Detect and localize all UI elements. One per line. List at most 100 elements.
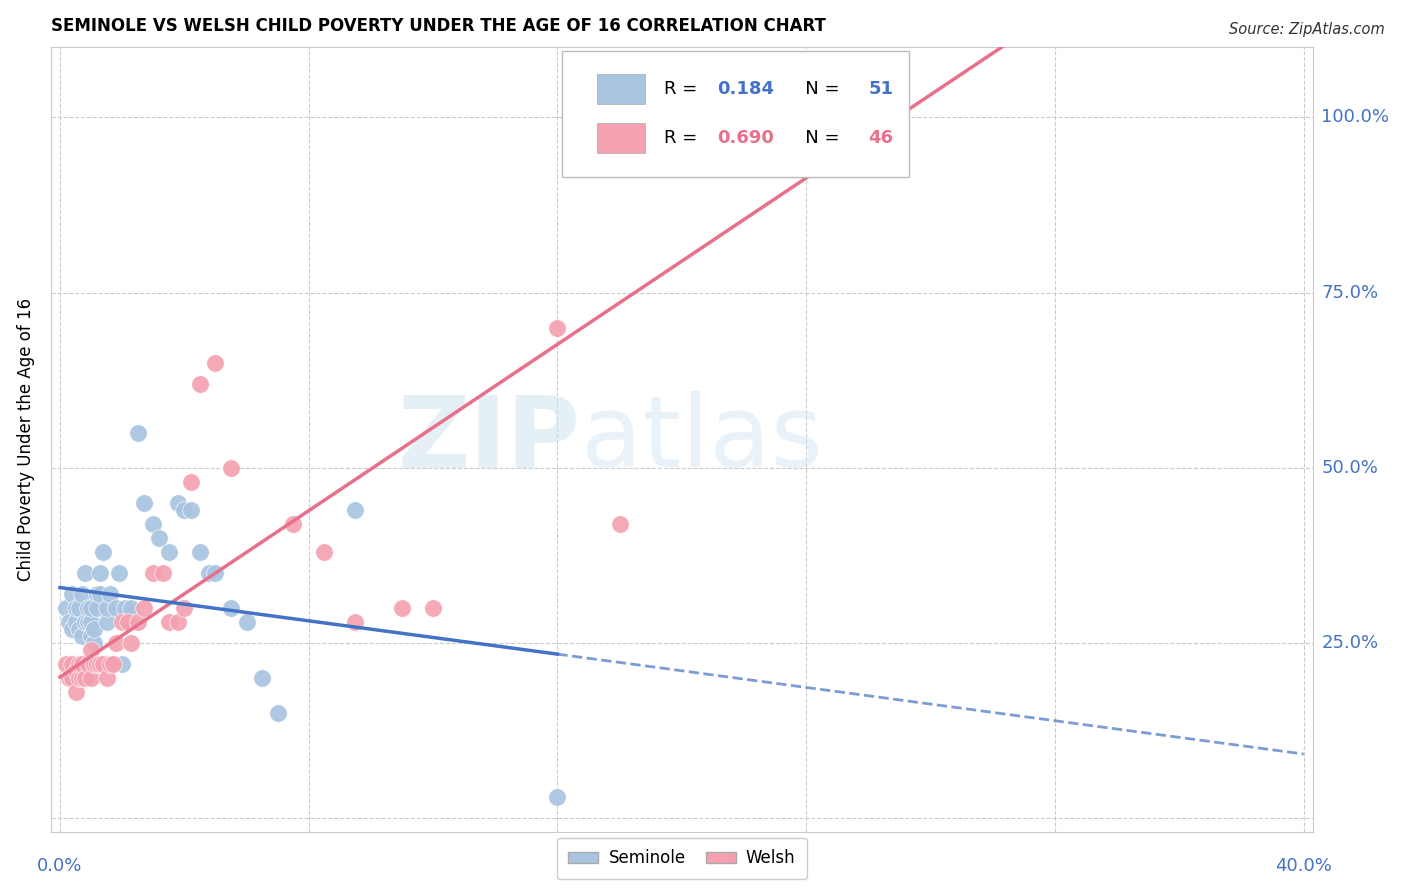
Point xyxy=(96,615,118,629)
Point xyxy=(80,629,103,643)
Text: 0.0%: 0.0% xyxy=(38,857,83,875)
Point xyxy=(89,587,111,601)
Point xyxy=(73,671,96,685)
Point xyxy=(98,587,121,601)
Point xyxy=(198,566,221,580)
Point xyxy=(157,545,180,559)
Text: 40.0%: 40.0% xyxy=(1275,857,1331,875)
Point xyxy=(98,657,121,672)
Point xyxy=(132,601,155,615)
Point xyxy=(70,629,93,643)
Point xyxy=(157,615,180,629)
Point xyxy=(152,566,174,580)
Point xyxy=(65,615,87,629)
Point xyxy=(96,601,118,615)
Text: atlas: atlas xyxy=(581,392,823,488)
Point xyxy=(104,601,127,615)
Point xyxy=(77,615,100,629)
Point xyxy=(80,615,103,629)
Point xyxy=(127,425,149,440)
Point xyxy=(180,503,202,517)
Point xyxy=(250,671,273,685)
Point xyxy=(121,601,143,615)
Text: 46: 46 xyxy=(869,128,894,146)
Point xyxy=(55,601,77,615)
Point xyxy=(77,657,100,672)
Point xyxy=(86,601,108,615)
Point xyxy=(127,615,149,629)
Point xyxy=(58,615,80,629)
Point xyxy=(219,461,242,475)
Legend: Seminole, Welsh: Seminole, Welsh xyxy=(557,838,807,879)
Point xyxy=(422,601,444,615)
Point xyxy=(77,601,100,615)
Point xyxy=(101,657,124,672)
Point xyxy=(344,503,367,517)
Point xyxy=(111,615,134,629)
Point xyxy=(104,636,127,650)
Point xyxy=(108,566,131,580)
Point xyxy=(111,657,134,672)
Point xyxy=(65,685,87,699)
Text: 0.184: 0.184 xyxy=(717,80,775,98)
Text: 0.690: 0.690 xyxy=(717,128,775,146)
Text: N =: N = xyxy=(787,80,845,98)
Point xyxy=(73,615,96,629)
Point xyxy=(167,496,190,510)
Point xyxy=(188,545,211,559)
Point xyxy=(344,615,367,629)
Point xyxy=(67,671,90,685)
Point xyxy=(83,622,105,636)
Point xyxy=(80,671,103,685)
Point xyxy=(188,376,211,391)
Point xyxy=(655,111,678,125)
Point xyxy=(148,531,170,545)
Point xyxy=(60,587,83,601)
Point xyxy=(55,657,77,672)
Text: 75.0%: 75.0% xyxy=(1322,284,1378,301)
Text: SEMINOLE VS WELSH CHILD POVERTY UNDER THE AGE OF 16 CORRELATION CHART: SEMINOLE VS WELSH CHILD POVERTY UNDER TH… xyxy=(51,17,825,35)
Point xyxy=(60,671,83,685)
Text: N =: N = xyxy=(787,128,845,146)
Text: Source: ZipAtlas.com: Source: ZipAtlas.com xyxy=(1229,22,1385,37)
Point xyxy=(132,496,155,510)
Point xyxy=(60,657,83,672)
Point xyxy=(142,566,165,580)
Point xyxy=(180,475,202,489)
Point xyxy=(609,516,631,531)
FancyBboxPatch shape xyxy=(598,74,645,103)
Point xyxy=(546,790,568,805)
Point xyxy=(733,111,755,125)
Point xyxy=(89,657,111,672)
Point xyxy=(89,566,111,580)
Point xyxy=(93,545,115,559)
Text: 51: 51 xyxy=(869,80,894,98)
Point xyxy=(67,601,90,615)
Point xyxy=(80,601,103,615)
Text: R =: R = xyxy=(664,128,703,146)
Point xyxy=(794,111,817,125)
Point xyxy=(58,671,80,685)
Point xyxy=(266,706,288,721)
FancyBboxPatch shape xyxy=(562,51,910,177)
Point xyxy=(117,615,139,629)
Point xyxy=(93,657,115,672)
Point xyxy=(101,657,124,672)
Point xyxy=(67,622,90,636)
Point xyxy=(283,516,305,531)
Point xyxy=(70,587,93,601)
Point xyxy=(86,587,108,601)
Text: 25.0%: 25.0% xyxy=(1322,634,1378,652)
Point xyxy=(314,545,336,559)
Point xyxy=(121,636,143,650)
Point xyxy=(83,636,105,650)
Point xyxy=(67,657,90,672)
Point xyxy=(235,615,257,629)
Point xyxy=(391,601,413,615)
Point xyxy=(167,615,190,629)
Point xyxy=(65,601,87,615)
Point xyxy=(142,516,165,531)
Point xyxy=(60,622,83,636)
Text: 50.0%: 50.0% xyxy=(1322,458,1378,477)
Point xyxy=(80,643,103,657)
